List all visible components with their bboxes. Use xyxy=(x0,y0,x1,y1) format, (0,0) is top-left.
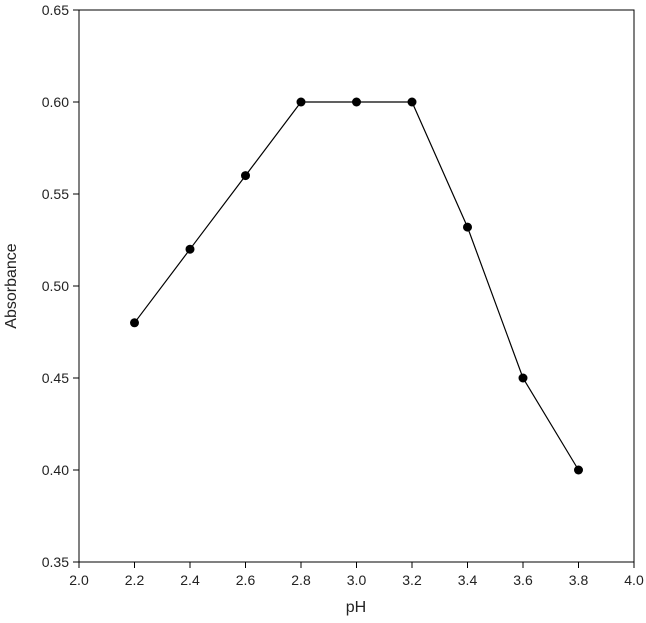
x-tick-label: 3.2 xyxy=(402,572,422,588)
y-tick-label: 0.40 xyxy=(42,462,69,478)
data-point xyxy=(574,465,583,475)
y-tick-label: 0.60 xyxy=(42,94,69,110)
y-axis: 0.35 0.40 0.45 0.50 0.55 0.60 0.65 xyxy=(42,2,79,570)
data-point xyxy=(518,373,528,383)
data-point xyxy=(352,97,361,107)
x-tick-label: 2.8 xyxy=(291,572,311,588)
data-point xyxy=(185,244,195,254)
x-tick-label: 3.4 xyxy=(458,572,478,588)
series-line xyxy=(134,101,580,471)
x-axis: 2.0 2.2 2.4 2.6 2.8 3.0 3.2 3.4 3.6 3.8 4.0 xyxy=(69,562,644,588)
data-point xyxy=(463,222,472,232)
y-tick-label: 0.65 xyxy=(42,2,69,18)
x-tick-label: 2.6 xyxy=(236,572,256,588)
x-tick-label: 3.6 xyxy=(513,572,533,588)
x-tick-label: 3.8 xyxy=(569,572,589,588)
y-tick-label: 0.45 xyxy=(42,370,69,386)
x-tick-label: 2.0 xyxy=(69,572,89,588)
y-tick-label: 0.35 xyxy=(42,554,69,570)
data-point xyxy=(130,318,139,328)
x-axis-title: pH xyxy=(346,599,366,616)
x-tick-label: 3.0 xyxy=(347,572,367,588)
data-point xyxy=(241,171,250,181)
x-tick-label: 4.0 xyxy=(624,572,644,588)
data-point xyxy=(407,97,417,107)
x-tick-label: 2.4 xyxy=(180,572,200,588)
y-tick-label: 0.50 xyxy=(42,278,69,294)
y-tick-label: 0.55 xyxy=(42,186,69,202)
y-axis-title: Absorbance xyxy=(3,243,20,328)
data-point xyxy=(296,97,306,107)
x-tick-label: 2.2 xyxy=(125,572,145,588)
series-layer xyxy=(130,97,583,475)
